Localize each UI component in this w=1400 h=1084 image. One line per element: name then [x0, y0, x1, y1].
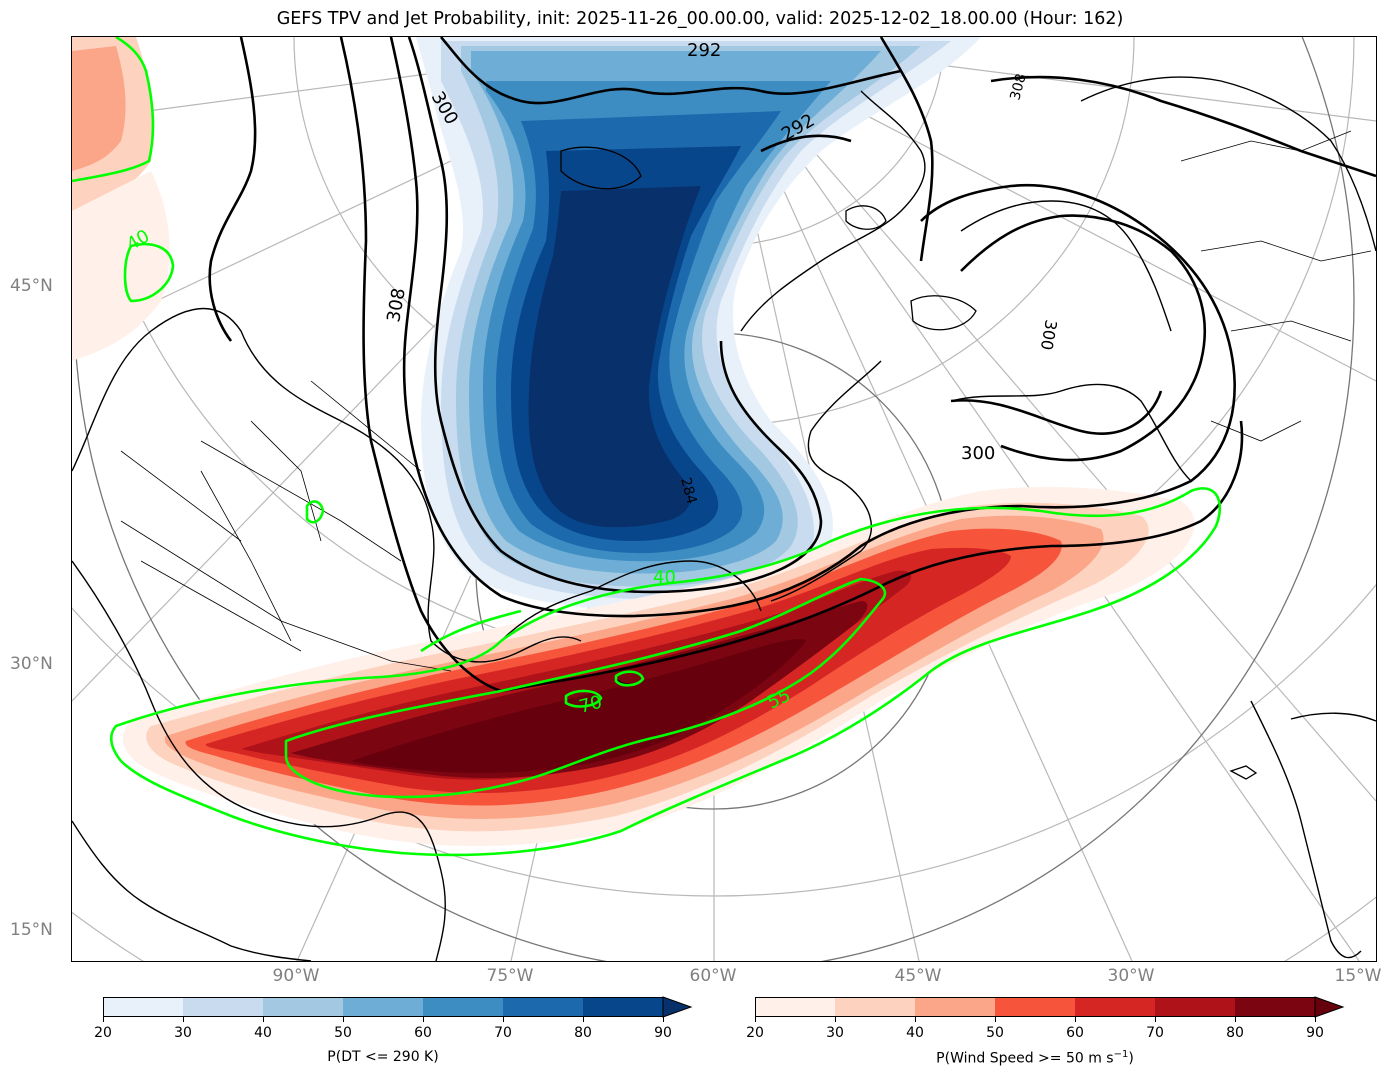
jet-colorbar-tick-label: 60 — [1066, 1025, 1084, 1041]
jet-colorbar-tick-mark — [1315, 1017, 1316, 1022]
theta-label-300-e: 300 — [961, 443, 995, 464]
jet-colorbar-label-text: P(Wind Speed >= 50 m s — [936, 1050, 1114, 1067]
tpv-colorbar-bin — [183, 997, 264, 1017]
tpv-probability-shading — [416, 37, 981, 611]
jet-colorbar-tick-label: 20 — [746, 1025, 764, 1041]
tpv-colorbar-bin — [343, 997, 424, 1017]
tpv-colorbar-tick-mark — [583, 1017, 584, 1022]
lon-label-15w: 15°W — [1334, 966, 1382, 986]
jet-colorbar-bin — [1075, 997, 1156, 1017]
tpv-colorbar-tick-mark — [103, 1017, 104, 1022]
jet-colorbar-bin — [1235, 997, 1316, 1017]
tpv-colorbar-bin — [103, 997, 184, 1017]
theta-label-308: 308 — [383, 286, 410, 323]
tpv-colorbar-tick-label: 60 — [414, 1025, 432, 1041]
jet-colorbar-tick-label: 30 — [826, 1025, 844, 1041]
jet-colorbar-bin — [755, 997, 836, 1017]
theta-label-300-ne: 300 — [1037, 318, 1061, 351]
lat-label-45n: 45°N — [10, 276, 53, 296]
jet-colorbar-label-end: ) — [1128, 1050, 1134, 1067]
jet-colorbar-tick-label: 80 — [1226, 1025, 1244, 1041]
political-borders — [120, 130, 1372, 672]
jet-colorbar-tick-label: 50 — [986, 1025, 1004, 1041]
lon-label-75w: 75°W — [486, 966, 534, 986]
lon-label-30w: 30°W — [1107, 966, 1155, 986]
lat-label-30n: 30°N — [10, 654, 53, 674]
tpv-colorbar-label: P(DT <= 290 K) — [327, 1049, 439, 1065]
jet-colorbar-bin — [835, 997, 916, 1017]
theta-label-284: 284 — [677, 476, 699, 506]
tpv-colorbar-tick-mark — [663, 1017, 664, 1022]
jet-colorbar-label: P(Wind Speed >= 50 m s−1) — [936, 1049, 1134, 1067]
jet-colorbar-tick-mark — [755, 1017, 756, 1022]
tpv-colorbar-bin — [423, 997, 504, 1017]
islands — [560, 146, 1258, 780]
lon-label-45w: 45°W — [894, 966, 942, 986]
jet-label-40: 40 — [653, 567, 676, 588]
jet-colorbar-tick-mark — [1235, 1017, 1236, 1022]
jet-colorbar-swatches — [755, 996, 1345, 1018]
tpv-colorbar-tick-label: 20 — [94, 1025, 112, 1041]
tpv-colorbar-tick-label: 40 — [254, 1025, 272, 1041]
tpv-colorbar-tick-mark — [423, 1017, 424, 1022]
lon-label-90w: 90°W — [272, 966, 320, 986]
jet-colorbar-tick-mark — [835, 1017, 836, 1022]
tpv-colorbar-tick-mark — [263, 1017, 264, 1022]
jet-colorbar-outline — [755, 997, 1316, 1017]
map-canvas: 292 292 300 300 308 284 308 300 40 40 55… — [72, 37, 1376, 961]
tpv-colorbar-tick-mark — [503, 1017, 504, 1022]
tpv-colorbar-tick-label: 50 — [334, 1025, 352, 1041]
tpv-colorbar-bin — [263, 997, 344, 1017]
jet-colorbar-tick-mark — [1075, 1017, 1076, 1022]
tpv-colorbar-outline — [103, 997, 664, 1017]
jet-colorbar-bin — [995, 997, 1076, 1017]
tpv-colorbar-bin — [503, 997, 584, 1017]
tpv-colorbar-bin — [583, 997, 664, 1017]
jet-colorbar-tick-mark — [1155, 1017, 1156, 1022]
jet-contours — [72, 37, 1222, 857]
figure-title: GEFS TPV and Jet Probability, init: 2025… — [276, 9, 1124, 29]
theta-contours — [208, 37, 1376, 693]
jet-colorbar-tick-label: 40 — [906, 1025, 924, 1041]
lat-label-15n: 15°N — [10, 920, 53, 940]
jet-colorbar-bin — [1155, 997, 1236, 1017]
tpv-colorbar-tick-label: 80 — [574, 1025, 592, 1041]
theta-label-308-ne: 308 — [1007, 72, 1029, 102]
tpv-colorbar-extend-arrow — [662, 996, 693, 1018]
jet-colorbar-tick-mark — [915, 1017, 916, 1022]
tpv-colorbar-tick-label: 30 — [174, 1025, 192, 1041]
jet-colorbar-tick-label: 70 — [1146, 1025, 1164, 1041]
lon-label-60w: 60°W — [689, 966, 737, 986]
tpv-colorbar-tick-label: 90 — [654, 1025, 672, 1041]
tpv-colorbar-tick-label: 70 — [494, 1025, 512, 1041]
jet-colorbar-tick-mark — [995, 1017, 996, 1022]
jet-colorbar-tick-label: 90 — [1306, 1025, 1324, 1041]
jet-colorbar-label-unit: −1 — [1113, 1049, 1129, 1060]
tpv-colorbar-tick-mark — [183, 1017, 184, 1022]
tpv-colorbar-swatches — [103, 996, 693, 1018]
map-panel: 292 292 300 300 308 284 308 300 40 40 55… — [71, 36, 1377, 962]
jet-colorbar-extend-arrow — [1314, 996, 1345, 1018]
jet-colorbar-bin — [915, 997, 996, 1017]
tpv-colorbar — [103, 996, 693, 1018]
tpv-colorbar-tick-mark — [343, 1017, 344, 1022]
jet-colorbar — [755, 996, 1345, 1018]
theta-label-292-top: 292 — [687, 40, 721, 61]
